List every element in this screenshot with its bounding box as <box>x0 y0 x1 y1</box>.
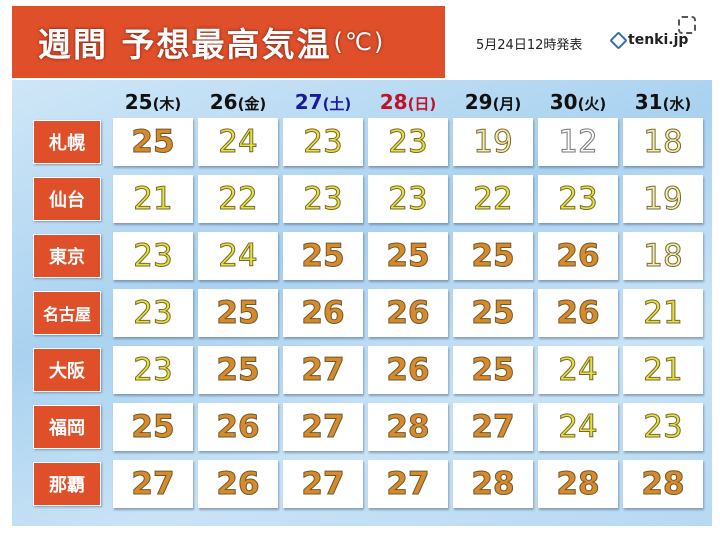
weekday: (金) <box>237 95 267 113</box>
city-label: 福岡 <box>33 405 101 449</box>
temperature-cell: 27 <box>453 403 533 451</box>
temperature-cell: 26 <box>538 232 618 280</box>
weekday: (月) <box>492 95 522 113</box>
weekday: (木) <box>152 95 182 113</box>
day-number: 26 <box>209 90 238 114</box>
temperature-cell: 23 <box>283 118 363 166</box>
tenki-logo: tenki.jp <box>609 30 689 50</box>
day-header: 29(月) <box>453 90 533 114</box>
title-unit: (℃) <box>333 28 386 56</box>
temperature-cell: 12 <box>538 118 618 166</box>
page-title: 週間 予想最高気温 (℃) <box>12 6 445 78</box>
temperature-cell: 27 <box>283 460 363 508</box>
temperature-cell: 18 <box>623 232 703 280</box>
temperature-cell: 24 <box>198 232 278 280</box>
temperature-cell: 23 <box>113 289 193 337</box>
day-header: 28(日) <box>368 90 448 114</box>
temperature-cell: 25 <box>368 232 448 280</box>
temperature-cell: 25 <box>453 346 533 394</box>
temperature-cell: 26 <box>198 460 278 508</box>
temperature-cell: 25 <box>453 289 533 337</box>
temperature-cell: 27 <box>368 460 448 508</box>
temperature-cell: 21 <box>623 289 703 337</box>
temperature-cell: 23 <box>623 403 703 451</box>
city-label: 東京 <box>33 234 101 278</box>
weekday: (水) <box>662 95 692 113</box>
day-number: 25 <box>124 90 153 114</box>
day-header: 26(金) <box>198 90 278 114</box>
temperature-cell: 28 <box>368 403 448 451</box>
temperature-cell: 25 <box>453 232 533 280</box>
temperature-cell: 21 <box>623 346 703 394</box>
temperature-cell: 25 <box>198 289 278 337</box>
day-number: 29 <box>464 90 493 114</box>
day-number: 31 <box>634 90 663 114</box>
temperature-cell: 25 <box>198 346 278 394</box>
city-label: 札幌 <box>33 120 101 164</box>
day-number: 27 <box>294 90 323 114</box>
day-header: 30(火) <box>538 90 618 114</box>
temperature-cell: 28 <box>538 460 618 508</box>
temperature-cell: 25 <box>283 232 363 280</box>
temperature-cell: 24 <box>198 118 278 166</box>
city-label: 那覇 <box>33 462 101 506</box>
temperature-cell: 25 <box>113 403 193 451</box>
temperature-cell: 23 <box>283 175 363 223</box>
temperature-cell: 25 <box>113 118 193 166</box>
temperature-cell: 22 <box>453 175 533 223</box>
temperature-cell: 23 <box>538 175 618 223</box>
temperature-cell: 21 <box>113 175 193 223</box>
day-number: 30 <box>549 90 578 114</box>
day-header: 25(木) <box>113 90 193 114</box>
cube-icon <box>609 30 628 50</box>
temperature-cell: 23 <box>368 175 448 223</box>
weekday: (土) <box>322 95 352 113</box>
temperature-cell: 26 <box>198 403 278 451</box>
temperature-cell: 24 <box>538 403 618 451</box>
temperature-cell: 23 <box>113 346 193 394</box>
temperature-cell: 26 <box>283 289 363 337</box>
city-label: 名古屋 <box>33 291 101 335</box>
weekday: (火) <box>577 95 607 113</box>
temperature-cell: 19 <box>453 118 533 166</box>
temperature-cell: 27 <box>113 460 193 508</box>
temperature-cell: 28 <box>453 460 533 508</box>
issued-time: 5月24日12時発表 <box>476 38 583 53</box>
temperature-cell: 23 <box>368 118 448 166</box>
scan-icon[interactable] <box>678 16 696 34</box>
temperature-cell: 19 <box>623 175 703 223</box>
day-header: 31(水) <box>623 90 703 114</box>
weekday: (日) <box>407 95 437 113</box>
brand-text: tenki.jp <box>628 32 689 48</box>
city-label: 仙台 <box>33 177 101 221</box>
forecast-table: 25(木) 26(金) 27(土) 28(日) 29(月) 30(火) 31(水) 札幌 25 2… <box>12 80 712 526</box>
title-text: 週間 予想最高気温 <box>38 25 332 64</box>
day-number: 28 <box>379 90 408 114</box>
temperature-cell: 27 <box>283 403 363 451</box>
temperature-cell: 18 <box>623 118 703 166</box>
temperature-cell: 26 <box>368 346 448 394</box>
day-header: 27(土) <box>283 90 363 114</box>
temperature-cell: 26 <box>368 289 448 337</box>
city-label: 大阪 <box>33 348 101 392</box>
temperature-cell: 27 <box>283 346 363 394</box>
temperature-cell: 22 <box>198 175 278 223</box>
temperature-cell: 28 <box>623 460 703 508</box>
temperature-cell: 24 <box>538 346 618 394</box>
temperature-cell: 26 <box>538 289 618 337</box>
temperature-cell: 23 <box>113 232 193 280</box>
